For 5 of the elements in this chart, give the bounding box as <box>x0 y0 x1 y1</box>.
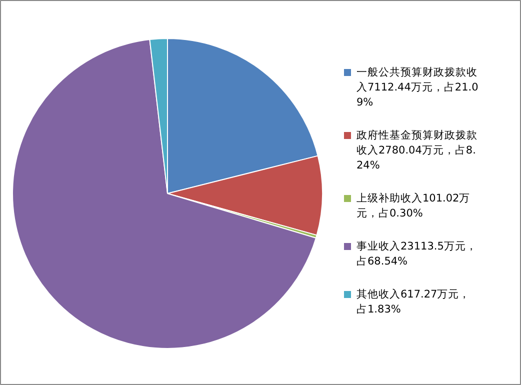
legend-label: 其他收入617.27万元，占1.83% <box>356 288 470 316</box>
legend-label: 政府性基金预算财政拨款收入2780.04万元，占8.24% <box>356 128 478 172</box>
legend-label: 一般公共预算财政拨款收入7112.44万元，占21.09% <box>356 66 478 108</box>
legend-label: 上级补助收入101.02万元，占0.30% <box>356 192 470 220</box>
legend-label: 事业收入23113.5万元，占68.54% <box>356 240 477 268</box>
